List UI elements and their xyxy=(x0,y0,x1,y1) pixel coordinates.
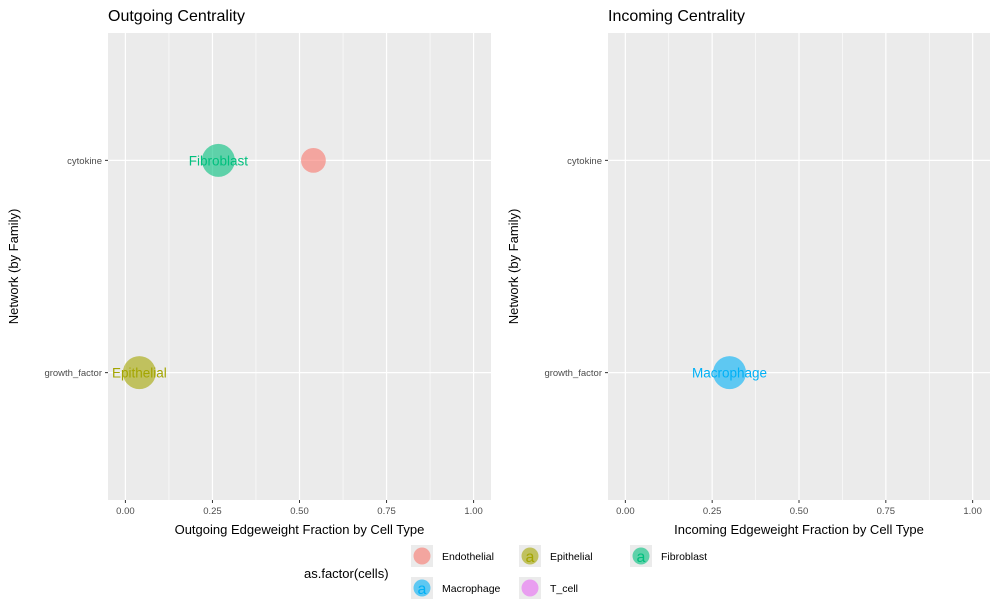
panel-title: Outgoing Centrality xyxy=(108,8,245,25)
x-tick-label: 0.25 xyxy=(203,506,222,517)
panel-outgoing: 0.00 0.25 0.50 0.75 1.00 growth_factor cytokin… xyxy=(6,8,491,537)
legend-key-circle xyxy=(632,547,650,565)
point-epithelial xyxy=(122,356,156,390)
x-tick-label: 0.00 xyxy=(116,506,135,517)
x-tick-label: 1.00 xyxy=(963,506,982,517)
legend-item-endothelial: Endothelial xyxy=(411,545,494,567)
x-axis-title: Outgoing Edgeweight Fraction by Cell Typ… xyxy=(175,522,425,537)
x-tick-label: 0.50 xyxy=(290,506,309,517)
legend-key-circle xyxy=(521,579,539,597)
x-tick-label: 0.25 xyxy=(703,506,722,517)
points: MacrophageFibroblastEpithelial xyxy=(112,143,326,390)
point-fibroblast xyxy=(201,143,235,177)
legend-item-t-cell: T_cell xyxy=(519,577,578,599)
legend-item-epithelial: a Epithelial xyxy=(519,545,593,567)
y-axis-title: Network (by Family) xyxy=(6,209,21,325)
legend-key-circle xyxy=(413,579,431,597)
legend-title: as.factor(cells) xyxy=(304,566,389,581)
legend-item-fibroblast: a Fibroblast xyxy=(630,545,707,567)
legend-label: Macrophage xyxy=(442,583,501,595)
point-endothelial xyxy=(301,147,326,173)
point-label: Macrophage xyxy=(692,366,767,381)
legend-item-macrophage: a Macrophage xyxy=(411,577,501,599)
x-tick-label: 0.50 xyxy=(790,506,809,517)
x-tick-label: 1.00 xyxy=(464,506,483,517)
legend-label: Fibroblast xyxy=(661,551,707,563)
x-tick-label: 0.75 xyxy=(377,506,396,517)
point-label: Fibroblast xyxy=(189,153,249,168)
y-tick-label: growth_factor xyxy=(44,368,102,379)
legend-key-letter: a xyxy=(637,549,646,566)
y-tick-label: cytokine xyxy=(67,156,102,167)
x-axis-title: Incoming Edgeweight Fraction by Cell Typ… xyxy=(674,522,924,537)
panel-title: Incoming Centrality xyxy=(608,8,745,25)
y-tick-label: growth_factor xyxy=(544,368,602,379)
legend-label: Epithelial xyxy=(550,551,593,563)
legend-key-circle xyxy=(413,547,431,565)
x-tick-label: 0.75 xyxy=(877,506,896,517)
legend-label: Endothelial xyxy=(442,551,494,563)
point-macrophage xyxy=(713,356,747,390)
panel-incoming: 0.00 0.25 0.50 0.75 1.00 growth_factor cytokin… xyxy=(506,8,990,537)
point-label: Epithelial xyxy=(112,366,167,381)
x-tick-label: 0.00 xyxy=(616,506,635,517)
points: Macrophage xyxy=(692,356,767,390)
y-axis-title: Network (by Family) xyxy=(506,209,521,325)
legend-key-circle xyxy=(521,547,539,565)
legend-label: T_cell xyxy=(550,583,578,595)
legend-key-letter: a xyxy=(418,581,427,598)
legend-key-letter: a xyxy=(526,549,535,566)
y-tick-label: cytokine xyxy=(567,156,602,167)
legend: as.factor(cells) Endothelial a Epithelial a… xyxy=(304,545,707,599)
